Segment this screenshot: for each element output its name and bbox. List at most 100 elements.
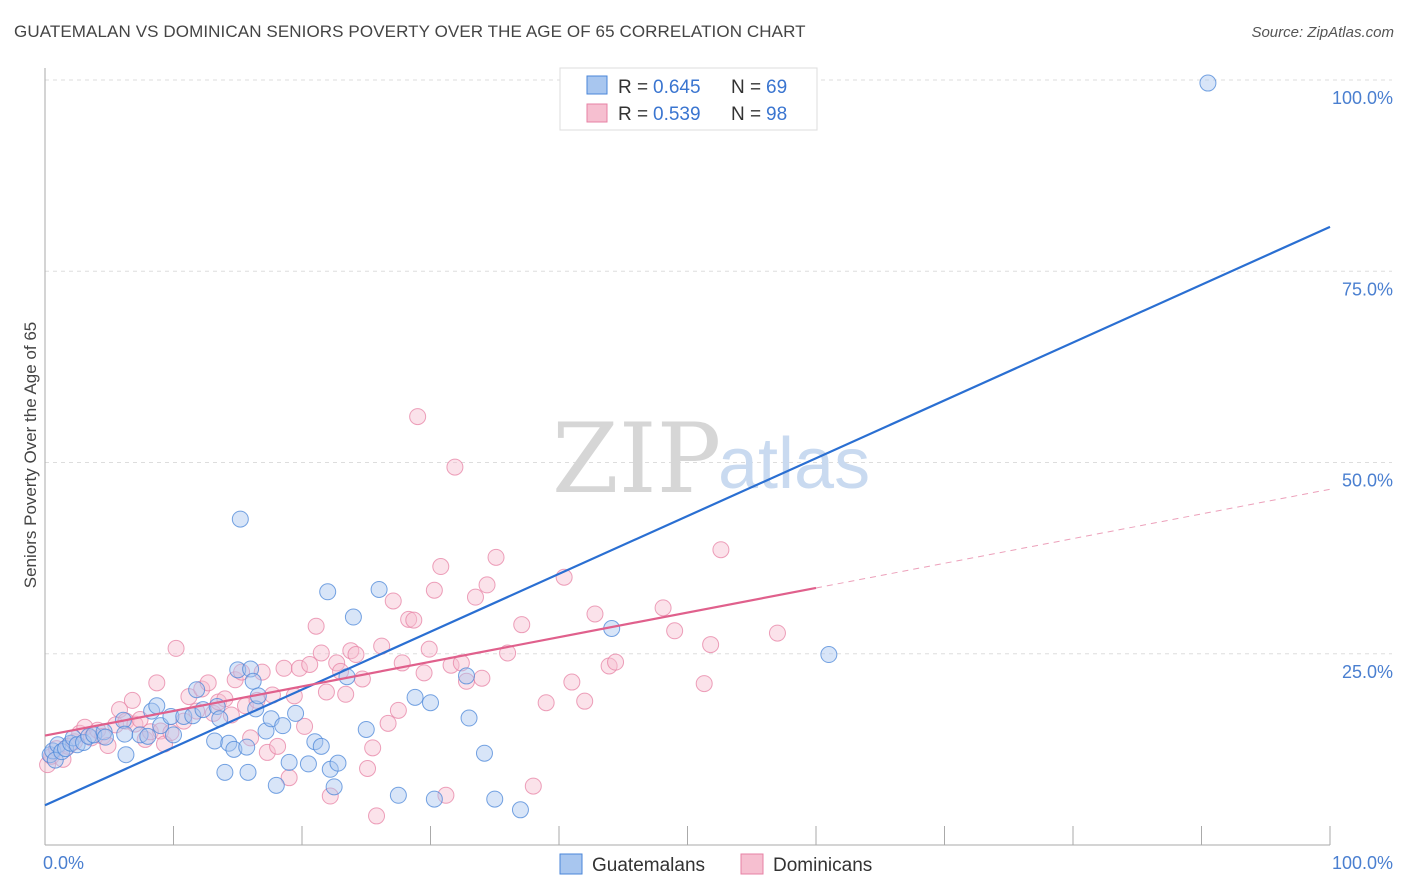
- y-tick-label: 75.0%: [1342, 279, 1393, 299]
- dominicans-point: [513, 616, 531, 634]
- guatemalans-point: [312, 737, 330, 755]
- guatemalans-point: [357, 720, 375, 738]
- legend-r-label-dominicans: R =: [618, 104, 653, 125]
- dominicans-point: [478, 576, 496, 594]
- guatemalans-point: [329, 754, 347, 772]
- guatemalans-point: [344, 608, 362, 626]
- dominicans-point: [296, 717, 314, 735]
- dominicans-point: [337, 685, 355, 703]
- guatemalans-point: [1199, 74, 1217, 92]
- x-axis-ticks: [173, 826, 1331, 845]
- dominicans-point: [409, 408, 427, 426]
- dominicans-point: [301, 655, 319, 673]
- guatemalans-point: [231, 510, 249, 528]
- dominicans-point: [258, 743, 276, 761]
- dominicans-point: [175, 712, 193, 730]
- dominicans-point: [702, 636, 720, 654]
- guatemalans-trend-line: [44, 225, 1331, 807]
- guatemalans-point: [475, 744, 493, 762]
- dominicans-point: [242, 729, 260, 747]
- guatemalans-point: [389, 786, 407, 804]
- guatemalans-point: [422, 694, 439, 712]
- legend-r-label-guatemalans: R =: [618, 77, 653, 98]
- guatemalans-point: [460, 709, 478, 727]
- guatemalans-point: [267, 776, 285, 794]
- guatemalans-point: [319, 583, 337, 601]
- chart-title: GUATEMALAN VS DOMINICAN SENIORS POVERTY …: [14, 22, 806, 41]
- guatemalans-point: [274, 717, 292, 735]
- guatemalans-point: [299, 755, 317, 773]
- dominicans-point: [405, 611, 423, 629]
- guatemalans-point: [325, 778, 343, 796]
- dominicans-point: [400, 610, 418, 628]
- dominicans-point: [384, 592, 402, 610]
- y-tick-labels: 25.0% 50.0% 75.0% 100.0%: [1332, 88, 1393, 682]
- dominicans-point: [415, 664, 433, 682]
- dominicans-point: [537, 694, 555, 712]
- legend: R = 0.645 N = 69 R = 0.539 N = 98: [559, 67, 818, 131]
- guatemalans-point: [457, 667, 475, 685]
- dominicans-point: [280, 769, 298, 787]
- guatemalans-point: [225, 740, 243, 758]
- legend-swatch-guatemalans: [586, 75, 608, 95]
- legend-n-value-dominicans: 98: [766, 104, 787, 125]
- guatemalans-point: [820, 646, 838, 664]
- guatemalans-point: [280, 753, 298, 771]
- guatemalans-point: [511, 801, 529, 819]
- guatemalans-point: [206, 732, 224, 750]
- dominicans-point: [425, 581, 443, 599]
- legend-n-label-dominicans: N =: [731, 104, 766, 125]
- legend-n-label-guatemalans: N =: [731, 77, 766, 98]
- guatemalans-point: [116, 725, 134, 743]
- y-tick-label: 100.0%: [1332, 88, 1393, 108]
- dominicans-point: [768, 624, 786, 642]
- dominicans-point: [473, 669, 491, 687]
- dominicans-point: [275, 659, 293, 677]
- guatemalans-point: [117, 746, 135, 764]
- watermark-zip: ZIP: [552, 403, 721, 515]
- dominicans-point: [576, 692, 594, 710]
- y-axis-label: Seniors Poverty Over the Age of 65: [21, 322, 40, 588]
- dominicans-point: [607, 653, 625, 671]
- dominicans-point: [487, 548, 505, 566]
- y-tick-label: 50.0%: [1342, 471, 1393, 491]
- x-tick-label-min: 0.0%: [43, 853, 84, 873]
- dominicans-point: [347, 646, 365, 664]
- guatemalans-point: [425, 790, 443, 808]
- guatemalans-point: [238, 738, 256, 756]
- guatemalans-point: [68, 736, 86, 754]
- x-tick-label-max: 100.0%: [1332, 853, 1393, 873]
- legend-n-value-guatemalans: 69: [766, 77, 787, 98]
- dominicans-point: [364, 739, 382, 757]
- dominicans-point: [193, 680, 211, 698]
- dominicans-point: [359, 760, 377, 777]
- dominicans-point: [167, 639, 185, 657]
- guatemalans-point: [216, 763, 234, 781]
- dominicans-point: [666, 622, 684, 640]
- legend-r-value-dominicans: 0.539: [653, 104, 701, 125]
- dominicans-point: [290, 659, 308, 677]
- guatemalans-point: [96, 728, 114, 746]
- legend-swatch-dominicans: [586, 103, 608, 123]
- bottom-legend-label-dominicans: Dominicans: [773, 855, 872, 876]
- guatemalans-point: [165, 726, 182, 744]
- dominicans-point: [317, 683, 335, 701]
- dominicans-point: [586, 605, 604, 623]
- grid-lines: [45, 79, 1392, 655]
- dominicans-point: [379, 714, 397, 732]
- dominicans-point: [389, 701, 407, 719]
- bottom-legend-swatch-dominicans: [740, 853, 764, 875]
- watermark: ZIP atlas: [552, 403, 870, 515]
- dominicans-point: [446, 458, 464, 476]
- guatemalans-point: [244, 672, 262, 690]
- guatemalans-point: [486, 790, 504, 808]
- guatemalans-point: [188, 681, 206, 699]
- dominicans-point: [328, 654, 346, 672]
- guatemalans-point: [148, 697, 166, 715]
- dominicans-point: [307, 617, 325, 635]
- dominicans-point: [368, 807, 386, 825]
- dominicans-point: [563, 673, 581, 691]
- scatter-points: [39, 74, 1217, 825]
- dominicans-point: [524, 777, 542, 795]
